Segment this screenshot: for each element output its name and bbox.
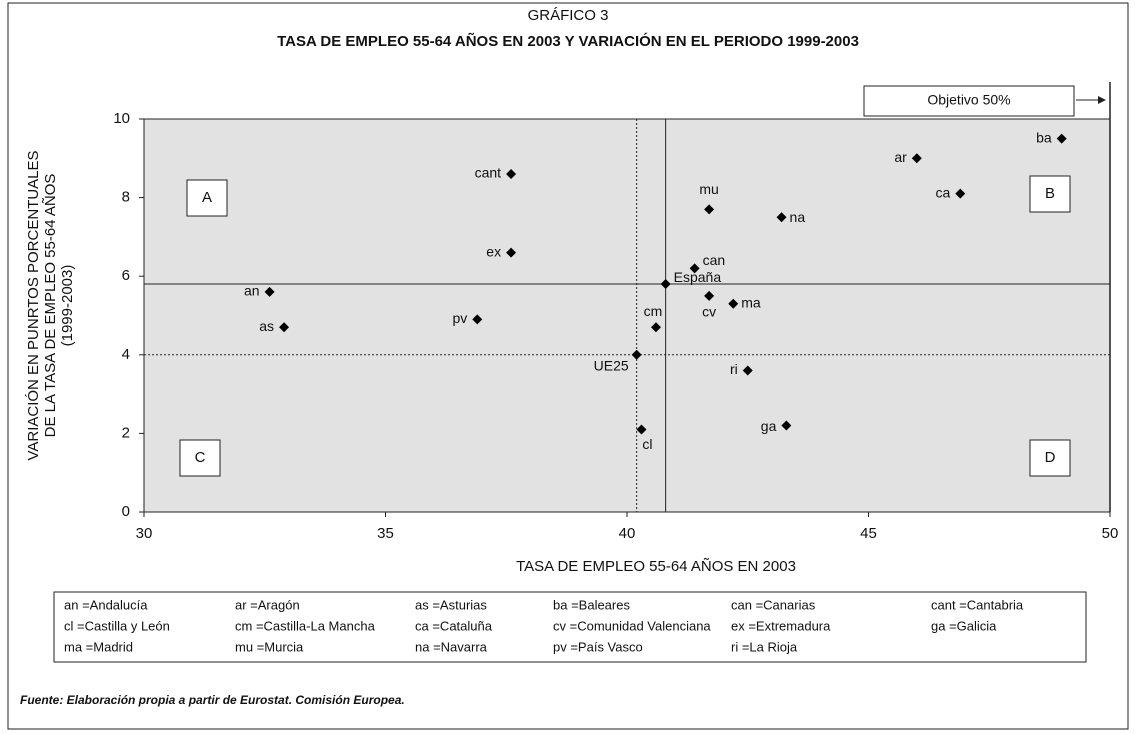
data-point (636, 424, 647, 435)
point-label: na (790, 209, 806, 225)
legend-entry: ba =Baleares (553, 597, 630, 612)
data-point (704, 290, 715, 301)
data-point (631, 349, 642, 360)
y-tick-label: 2 (122, 424, 130, 441)
quadrant-box (179, 439, 221, 477)
chart-subtitle: TASA DE EMPLEO 55-64 AÑOS EN 2003 Y VARI… (277, 32, 859, 50)
point-label: España (674, 269, 722, 285)
data-point (472, 314, 483, 325)
target-arrow-head (1098, 96, 1106, 104)
y-tick-label: 6 (122, 267, 130, 284)
legend-box (53, 591, 1087, 663)
legend-entry: can =Canarias (731, 597, 816, 612)
point-label: pv (452, 310, 467, 326)
plot-area (143, 118, 1111, 513)
point-label: ca (935, 184, 950, 200)
quadrant-label: D (1045, 449, 1056, 466)
quadrant-label: B (1045, 185, 1055, 202)
data-point (264, 286, 275, 297)
y-tick-label: 0 (122, 503, 130, 520)
point-label: cm (644, 303, 663, 319)
legend-entry: cl =Castilla y León (64, 618, 170, 633)
x-tick-label: 50 (1102, 525, 1119, 542)
quadrant-label: C (195, 449, 206, 466)
data-point (1056, 133, 1067, 144)
data-point (689, 263, 700, 274)
data-point (660, 279, 671, 290)
y-tick-label: 8 (122, 189, 130, 206)
point-label: cant (475, 165, 502, 181)
point-label: ri (730, 361, 738, 377)
legend-entry: mu =Murcia (235, 639, 304, 654)
data-point (704, 204, 715, 215)
data-point (506, 247, 517, 258)
point-label: UE25 (594, 358, 629, 374)
chart-title: GRÁFICO 3 (528, 7, 609, 24)
point-label: can (703, 252, 726, 268)
quadrant-label: A (202, 189, 212, 206)
data-point (742, 365, 753, 376)
legend-entry: as =Asturias (415, 597, 487, 612)
point-label: ma (741, 294, 761, 310)
y-tick-label: 10 (113, 110, 130, 127)
legend-entry: an =Andalucía (64, 597, 148, 612)
point-label: ar (894, 149, 907, 165)
legend-entry: cm =Castilla-La Mancha (235, 618, 376, 633)
data-point (955, 188, 966, 199)
legend-entry: cant =Cantabria (931, 597, 1024, 612)
source-note: Fuente: Elaboración propia a partir de E… (20, 693, 405, 707)
legend-entry: ar =Aragón (235, 597, 300, 612)
point-label: cv (702, 304, 716, 320)
x-tick-label: 35 (377, 525, 394, 542)
point-label: as (259, 318, 274, 334)
data-point (728, 298, 739, 309)
legend-entry: ga =Galicia (931, 618, 997, 633)
data-point (781, 420, 792, 431)
data-point (506, 169, 517, 180)
point-label: ga (761, 418, 777, 434)
y-tick-label: 4 (122, 346, 130, 363)
quadrant-box (1029, 175, 1071, 213)
y-axis-label: DE LA TASA DE EMPLEO 55-64 AÑOS (42, 174, 59, 438)
x-tick-label: 30 (136, 525, 153, 542)
data-point (776, 212, 787, 223)
target-box (863, 85, 1075, 117)
legend-entry: ex =Extremadura (731, 618, 831, 633)
legend-entry: ca =Cataluña (415, 618, 493, 633)
point-label: ex (486, 243, 501, 259)
legend-entry: ri =La Rioja (731, 639, 798, 654)
point-label: cl (642, 436, 652, 452)
legend-entry: cv =Comunidad Valenciana (553, 618, 711, 633)
quadrant-box (186, 179, 228, 217)
x-axis-label: TASA DE EMPLEO 55-64 AÑOS EN 2003 (516, 558, 796, 575)
y-axis-label: VARIACIÓN EN PUNRTOS PORCENTUALES (25, 150, 42, 460)
legend-entry: ma =Madrid (64, 639, 133, 654)
x-tick-label: 45 (860, 525, 877, 542)
data-point (279, 322, 290, 333)
legend-entry: pv =País Vasco (553, 639, 643, 654)
data-point (911, 153, 922, 164)
y-axis-label: (1999-2003) (59, 265, 76, 347)
legend-entry: na =Navarra (415, 639, 488, 654)
point-label: an (244, 283, 260, 299)
data-point (650, 322, 661, 333)
point-label: ba (1036, 129, 1052, 145)
quadrant-box (1029, 439, 1071, 477)
x-tick-label: 40 (619, 525, 636, 542)
target-label: Objetivo 50% (927, 92, 1010, 108)
point-label: mu (699, 181, 718, 197)
